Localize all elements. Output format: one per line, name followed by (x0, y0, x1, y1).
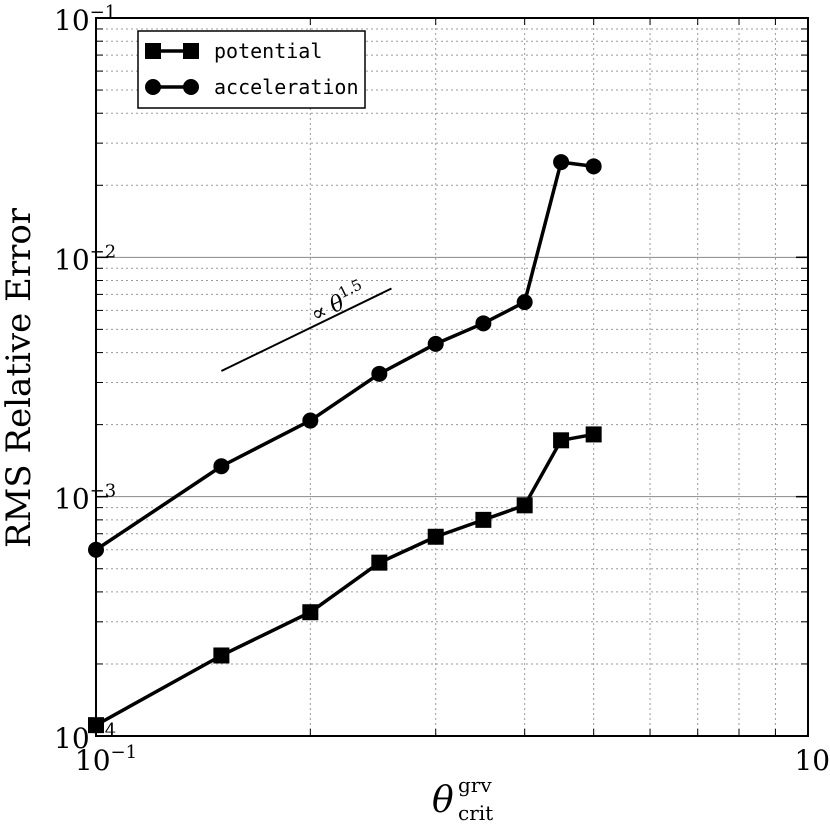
decade-reference-lines (96, 256, 808, 498)
y-tick-label-base: 10 (54, 4, 90, 37)
y-tick-label-exponent: −2 (90, 241, 117, 262)
potential-point (427, 528, 444, 545)
legend: potential acceleration (137, 30, 366, 109)
potential-point (585, 426, 602, 443)
legend-box (137, 30, 366, 109)
x-tick-label: 100 (794, 742, 830, 777)
acceleration-point (427, 335, 444, 352)
y-tick-label-exponent: −3 (90, 481, 117, 502)
x-tick-label-base: 10 (794, 744, 830, 777)
slope-annotation: ∝θ1.5 (220, 275, 392, 372)
legend-label: potential (214, 39, 322, 63)
potential-point (553, 432, 570, 449)
legend-item-acceleration: acceleration (145, 75, 359, 99)
potential-point (302, 604, 319, 621)
plot-frame (95, 17, 809, 737)
potential-point (213, 647, 230, 664)
grid-lines (96, 18, 808, 736)
x-tick-label-base: 10 (75, 744, 111, 777)
y-tick-label-base: 10 (54, 483, 90, 516)
acceleration-point (585, 158, 602, 175)
y-tick-label: 10−4 (54, 720, 116, 755)
axis-ticks (95, 17, 809, 737)
series-layer (88, 154, 602, 734)
acceleration-point (553, 154, 570, 171)
y-tick-label: 10−3 (54, 481, 116, 516)
x-axis-label-superscript: grv (458, 773, 492, 797)
slope-reference-line (220, 287, 392, 372)
acceleration-point (516, 294, 533, 311)
x-tick-label-exponent: −1 (111, 742, 138, 763)
x-tick-label: 10−1 (75, 742, 137, 777)
series-acceleration (88, 154, 602, 558)
y-tick-label-base: 10 (54, 243, 90, 276)
y-tick-label: 10−1 (54, 2, 116, 37)
slope-annotation-label: ∝θ1.5 (305, 275, 370, 327)
tick-labels: 10−110010−410−310−210−1 (54, 2, 830, 777)
legend-marker (145, 79, 161, 95)
legend-label: acceleration (214, 75, 359, 99)
potential-point (516, 497, 533, 514)
acceleration-point (213, 458, 230, 475)
legend-marker (145, 43, 161, 59)
potential-point (475, 511, 492, 528)
y-tick-label: 10−2 (54, 241, 116, 276)
acceleration-point (302, 412, 319, 429)
y-tick-label-exponent: −4 (90, 720, 117, 741)
y-tick-label-base: 10 (54, 722, 90, 755)
y-axis-label: RMS Relative Error (0, 207, 39, 548)
legend-marker (183, 43, 199, 59)
acceleration-point (371, 365, 388, 382)
legend-item-potential: potential (145, 39, 322, 63)
potential-line (95, 432, 594, 727)
x-axis-label-theta: θ (432, 780, 454, 821)
potential-point (371, 554, 388, 571)
acceleration-line (95, 160, 594, 552)
x-axis-label: θ grv crit (432, 773, 493, 824)
x-axis-label-subscript: crit (458, 801, 493, 824)
legend-marker (183, 79, 199, 95)
acceleration-point (475, 315, 492, 332)
series-potential (88, 426, 602, 734)
y-tick-label-exponent: −1 (90, 2, 117, 23)
